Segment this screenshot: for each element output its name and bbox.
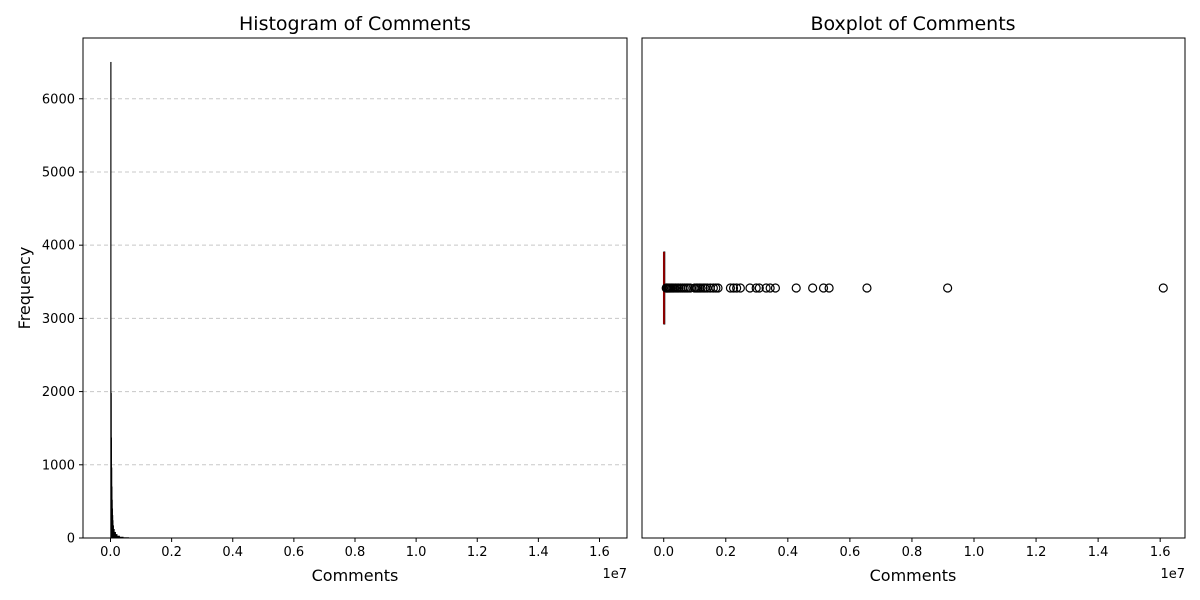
histogram-x-tick-label: 1.6 [589,545,610,560]
boxplot-outlier-point [943,283,953,293]
histogram-gridlines [83,98,627,466]
boxplot-outlier-point [732,283,742,293]
histogram-y-tick-label: 2000 [42,385,75,400]
boxplot-outlier-point [725,283,736,293]
histogram-x-tick-label: 1.0 [406,545,427,560]
boxplot-x-axis-label: Comments [870,566,957,585]
boxplot-x-tick-label: 0.2 [715,545,736,560]
histogram-title: Histogram of Comments [239,13,471,35]
histogram-y-tick-label: 1000 [42,458,75,473]
boxplot-x-tick-label: 0.0 [653,545,674,560]
boxplot-outlier-point [761,283,771,293]
histogram-x-tick-label: 1.2 [467,545,488,560]
histogram-x-tick-label: 0.6 [284,545,305,560]
boxplot-x-tick-label: 1.6 [1150,545,1171,560]
histogram-x-ticks: 0.0 0.2 0.4 0.6 0.8 1.0 1.2 1.4 1.6 [100,538,610,560]
boxplot-panel: Boxplot of Comments 0.0 0.2 0.4 0.6 0.8 1.0 1.… [641,13,1186,585]
histogram-y-axis-label: Frequency [15,247,34,330]
boxplot-title: Boxplot of Comments [810,13,1015,35]
boxplot-outlier-point [728,283,739,293]
histogram-panel: Histogram of Comments 0.0 0.2 0.4 0.6 0.8 1.0… [15,13,628,585]
boxplot-outlier-point [765,283,775,293]
histogram-y-tick-label: 3000 [42,312,75,327]
histogram-x-tick-label: 0.0 [100,545,121,560]
boxplot-outlier-point [702,283,712,293]
boxplot-outliers [661,283,1168,293]
boxplot-outlier-point [818,283,829,293]
boxplot-x-ticks: 0.0 0.2 0.4 0.6 0.8 1.0 1.2 1.4 1.6 [653,538,1171,560]
histogram-x-tick-label: 0.4 [222,545,243,560]
boxplot-outlier-point [808,283,818,293]
boxplot-outlier-point [735,283,745,293]
histogram-y-tick-label: 5000 [42,165,75,180]
boxplot-x-tick-label: 1.4 [1088,545,1109,560]
boxplot-outlier-point [791,283,801,293]
boxplot-x-tick-label: 1.0 [964,545,985,560]
histogram-y-ticks: 0 1000 2000 3000 4000 5000 6000 [42,92,83,547]
boxplot-axes-frame [641,37,1186,539]
boxplot-x-offset-label: 1e7 [1160,567,1185,582]
histogram-x-tick-label: 0.2 [161,545,182,560]
histogram-axes-frame [82,37,628,539]
histogram-x-tick-label: 0.8 [345,545,366,560]
boxplot-outlier-point [751,283,761,293]
boxplot-outlier-point [713,283,723,293]
histogram-x-tick-label: 1.4 [528,545,549,560]
boxplot-outlier-point [1158,283,1168,293]
boxplot-outlier-point [824,283,834,293]
boxplot-outlier-point [862,283,872,293]
boxplot-outlier-point [745,283,755,293]
histogram-bars [110,61,139,539]
histogram-y-tick-label: 6000 [42,92,75,107]
histogram-bar [115,534,118,539]
boxplot-x-tick-label: 0.6 [840,545,861,560]
histogram-y-tick-label: 4000 [42,239,75,254]
histogram-x-offset-label: 1e7 [602,567,627,582]
boxplot-x-tick-label: 1.2 [1026,545,1047,560]
histogram-x-axis-label: Comments [312,566,399,585]
boxplot-outlier-point [708,283,718,293]
boxplot-outlier-point [770,283,781,293]
boxplot-x-tick-label: 0.8 [902,545,923,560]
boxplot-x-tick-label: 0.4 [777,545,798,560]
histogram-y-tick-label: 0 [67,532,75,547]
boxplot-outlier-point [754,283,764,293]
